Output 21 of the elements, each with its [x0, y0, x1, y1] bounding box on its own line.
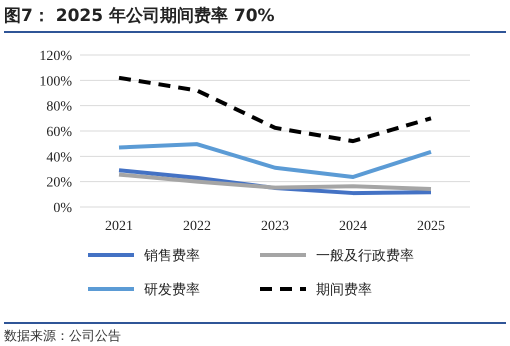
- x-tick-label: 2021: [105, 219, 133, 234]
- legend-label: 研发费率: [144, 282, 200, 298]
- x-tick-label: 2024: [339, 219, 367, 234]
- line-series: [117, 172, 433, 192]
- x-tick-label: 2022: [183, 219, 211, 234]
- x-tick-label: 2025: [417, 219, 445, 234]
- source-note: 数据来源：公司公告: [4, 322, 506, 345]
- y-tick-label: 60%: [46, 125, 72, 140]
- y-tick-label: 80%: [46, 100, 72, 115]
- legend-label: 期间费率: [316, 282, 372, 298]
- line-series: [117, 142, 433, 179]
- y-tick-label: 0%: [53, 201, 72, 216]
- y-tick-label: 120%: [39, 49, 72, 64]
- x-tick-label: 2023: [261, 219, 289, 234]
- y-tick-label: 20%: [46, 176, 72, 191]
- y-tick-label: 40%: [46, 150, 72, 166]
- line-series: [117, 76, 433, 144]
- chart-title: 图7： 2025 年公司期间费率 70%: [4, 4, 506, 33]
- legend-label: 一般及行政费率: [316, 248, 414, 264]
- legend-label: 销售费率: [143, 248, 200, 264]
- y-tick-label: 100%: [39, 74, 72, 90]
